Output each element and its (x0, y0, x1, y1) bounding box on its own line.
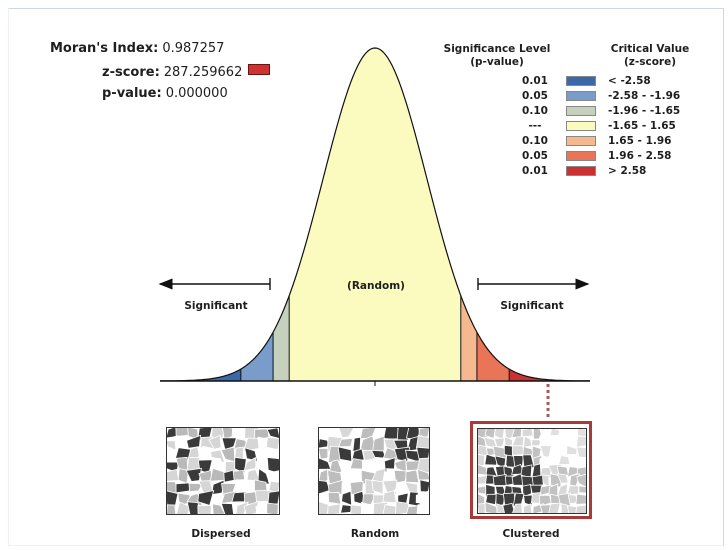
map-region (166, 491, 178, 506)
map-region (417, 504, 430, 515)
random-map (318, 427, 430, 515)
right-significant-label: Significant (500, 300, 563, 312)
dispersed-label: Dispersed (156, 528, 286, 540)
map-region (576, 436, 587, 447)
map-region (420, 480, 430, 492)
dispersed-map (166, 427, 280, 515)
map-region (267, 503, 279, 515)
map-region (198, 505, 212, 515)
map-region (384, 427, 400, 440)
map-region (166, 469, 179, 481)
map-region (167, 505, 176, 515)
normal-distribution-diagram: Significant Significant (Random) (0, 0, 728, 420)
clustered-label: Clustered (466, 528, 596, 540)
clustered-map (470, 421, 592, 519)
curve-region-fills (160, 48, 590, 381)
map-region (406, 470, 419, 483)
map-region (351, 505, 362, 515)
map-region (233, 470, 245, 480)
random-center-label: (Random) (347, 280, 405, 292)
curve-region (461, 296, 477, 381)
map-region (576, 494, 587, 504)
map-region (477, 503, 485, 514)
dispersed-pattern-map (166, 427, 280, 515)
map-region (549, 503, 561, 514)
map-region (328, 492, 341, 504)
curve-region (273, 296, 289, 381)
map-region (532, 475, 543, 486)
random-label: Random (310, 528, 440, 540)
map-region (328, 504, 341, 515)
map-region (383, 505, 397, 515)
random-pattern-map (318, 427, 430, 515)
map-region (522, 428, 533, 437)
map-region (266, 438, 280, 450)
left-significant-label: Significant (184, 300, 247, 312)
map-region (576, 505, 587, 514)
map-region (493, 474, 507, 485)
map-region (579, 486, 587, 493)
curve-region (289, 48, 461, 381)
clustered-pattern-map (477, 428, 587, 514)
map-region (406, 506, 418, 515)
